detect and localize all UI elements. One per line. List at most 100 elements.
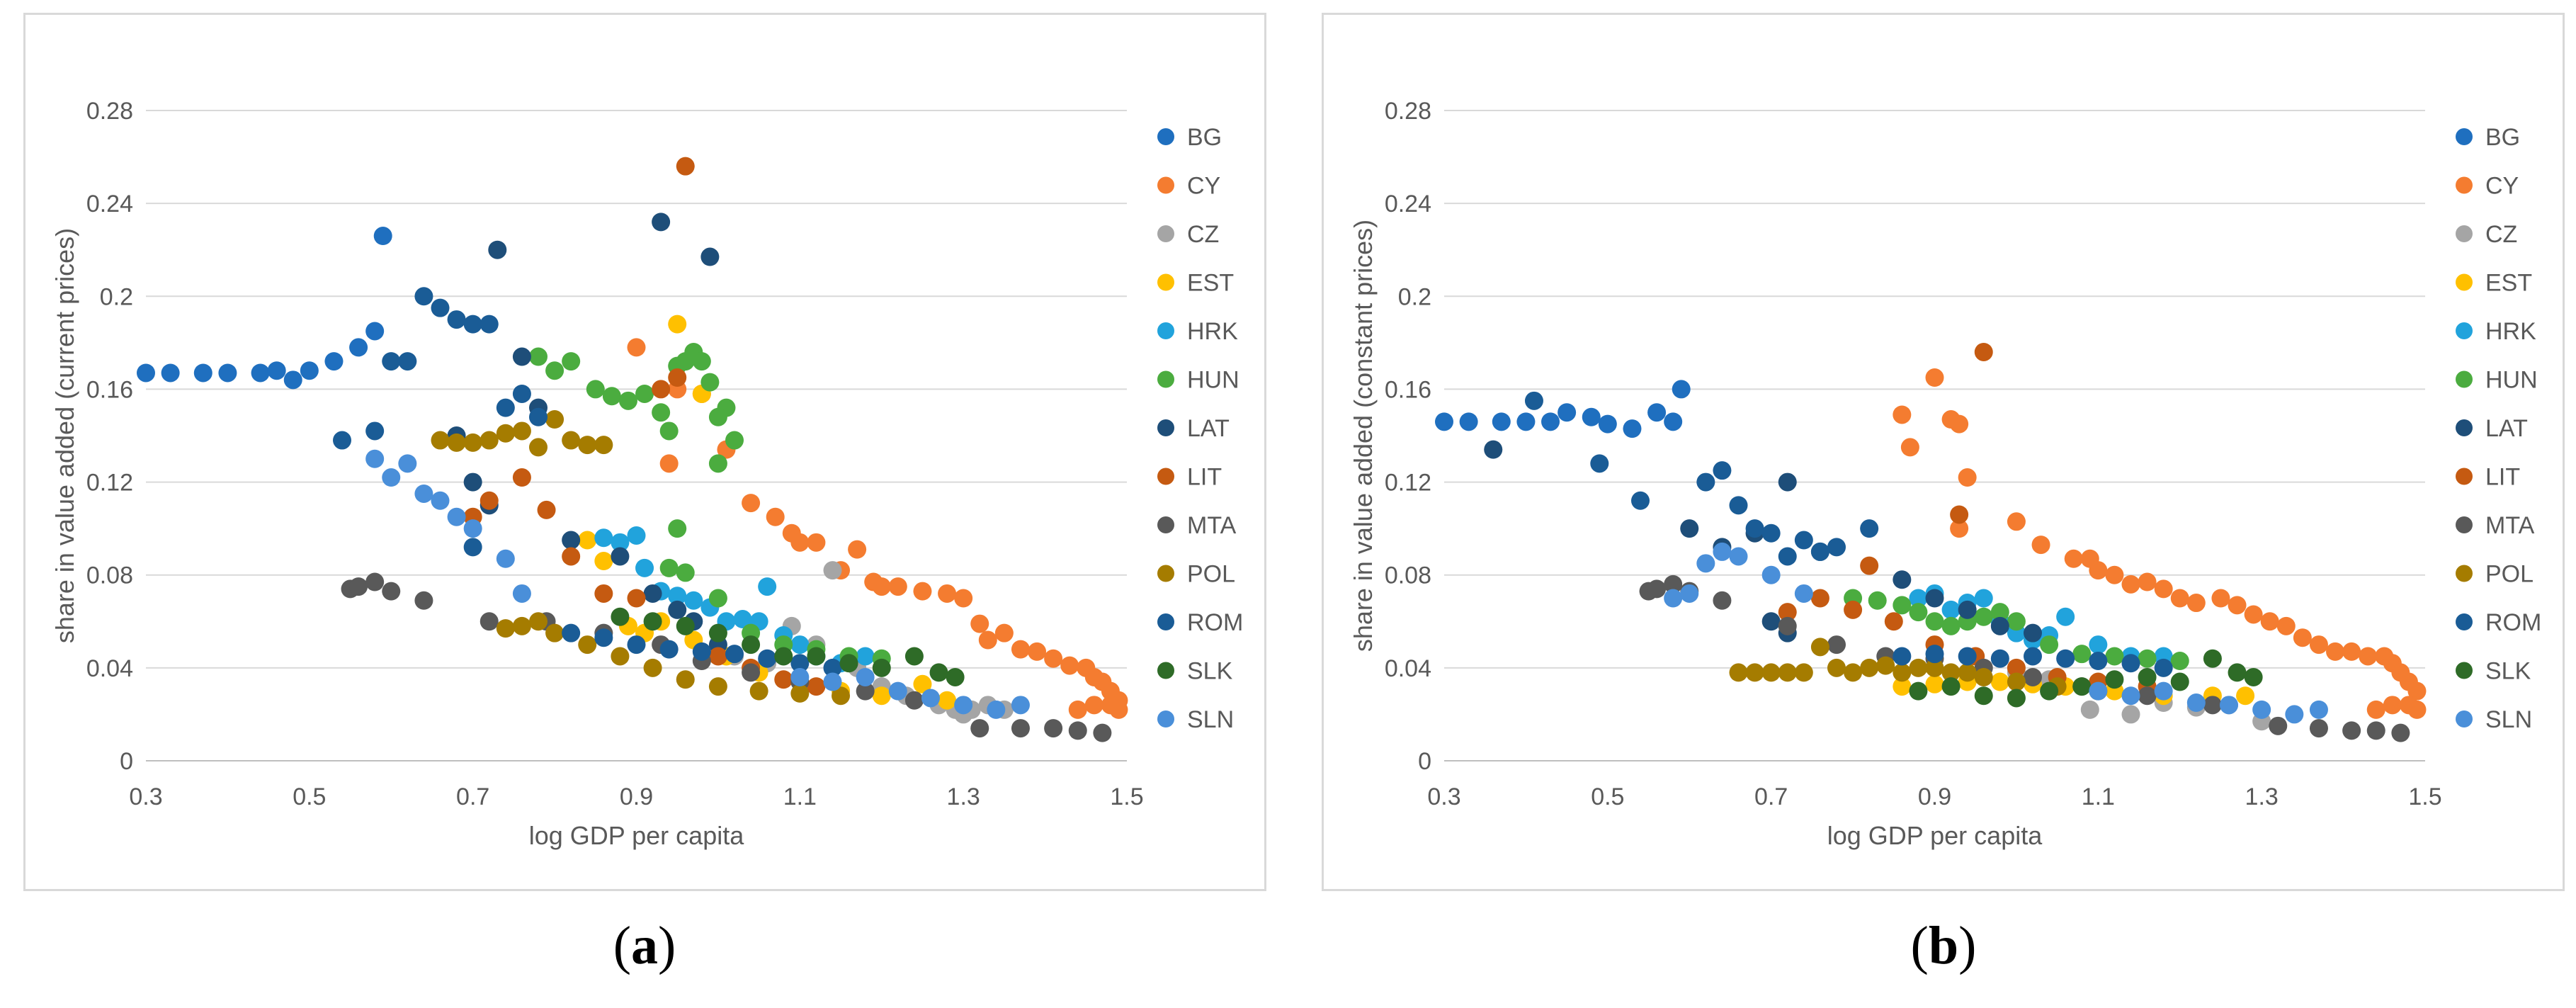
- data-point: [161, 363, 180, 383]
- data-point: [2040, 681, 2059, 701]
- data-point: [1044, 649, 1063, 668]
- chart-panel-b: 0 0.04 0.08 0.12 0.16 0.2 0.24 0.28 0.3 0.5 0.7 0.9…: [1322, 13, 2565, 891]
- data-point: [283, 370, 302, 390]
- legend-marker-est: [1157, 273, 1174, 291]
- data-point: [749, 681, 768, 701]
- data-point: [2228, 596, 2247, 615]
- data-point: [2359, 647, 2378, 666]
- data-point: [537, 500, 556, 519]
- data-point: [627, 635, 646, 655]
- data-point: [562, 623, 581, 642]
- data-point: [2105, 565, 2124, 584]
- data-point: [1623, 419, 1642, 438]
- data-point: [2203, 649, 2222, 668]
- data-point: [562, 531, 581, 550]
- data-point: [1810, 638, 1829, 657]
- data-point: [848, 540, 867, 559]
- data-point: [659, 640, 679, 659]
- data-point: [414, 591, 433, 610]
- legend-marker-slk: [1157, 662, 1174, 679]
- data-point: [586, 380, 605, 399]
- data-point: [611, 547, 630, 566]
- caption-a: (a): [574, 915, 715, 977]
- y-tick-label: 0.28: [1385, 98, 1431, 125]
- data-point: [447, 310, 466, 329]
- data-point: [676, 157, 695, 176]
- legend-label-hrk: HRK: [2485, 318, 2536, 345]
- x-tick-label: 1.3: [2245, 783, 2279, 810]
- data-point: [774, 670, 793, 689]
- data-point: [684, 591, 703, 610]
- data-point: [2121, 705, 2140, 724]
- data-point: [2007, 612, 2026, 631]
- data-point: [668, 315, 687, 334]
- x-tick-label: 0.7: [456, 783, 489, 810]
- data-point: [2236, 686, 2255, 706]
- data-point: [602, 387, 621, 406]
- data-point: [970, 719, 989, 738]
- data-point: [611, 647, 630, 666]
- data-point: [2089, 561, 2108, 580]
- data-point: [856, 681, 875, 701]
- data-point: [512, 468, 531, 487]
- data-point: [365, 322, 385, 341]
- legend-label-est: EST: [1187, 270, 1234, 297]
- data-point: [611, 533, 630, 552]
- data-point: [2024, 647, 2042, 666]
- caption-b-letter: b: [1928, 916, 1959, 975]
- data-point: [1925, 674, 1944, 693]
- data-point: [807, 677, 826, 696]
- data-point: [382, 352, 401, 371]
- data-point: [2089, 635, 2108, 655]
- data-point: [1696, 554, 1715, 573]
- data-point: [463, 433, 482, 452]
- data-point: [2407, 681, 2427, 701]
- data-point: [832, 686, 851, 706]
- data-point: [970, 614, 989, 633]
- data-point: [742, 635, 761, 655]
- data-point: [578, 635, 597, 655]
- data-point: [1950, 414, 1969, 434]
- legend-marker-bg: [2456, 128, 2473, 145]
- data-point: [1060, 656, 1079, 675]
- x-tick-label: 0.3: [1427, 783, 1460, 810]
- chart-panel-a: 0 0.04 0.08 0.12 0.16 0.2 0.24 0.28 0.3 0.5 0.7 0.9…: [23, 13, 1266, 891]
- data-point: [1524, 391, 1543, 410]
- data-point: [496, 424, 515, 443]
- legend-label-mta: MTA: [2485, 512, 2535, 539]
- data-point: [1516, 412, 1536, 431]
- data-point: [978, 630, 997, 650]
- data-point: [946, 667, 965, 686]
- data-point: [2138, 572, 2157, 591]
- data-point: [1794, 531, 1813, 550]
- x-tick-label: 0.9: [1918, 783, 1951, 810]
- data-point: [888, 577, 907, 596]
- data-point: [1958, 468, 1977, 487]
- data-point: [463, 472, 482, 492]
- y-tick-label: 0.24: [1385, 191, 1431, 217]
- legend-label-lit: LIT: [1187, 464, 1222, 491]
- data-point: [627, 589, 646, 608]
- y-tick-label: 0.04: [86, 655, 133, 682]
- data-point: [913, 582, 932, 601]
- series-slk: [1909, 649, 2263, 708]
- data-point: [431, 431, 450, 450]
- legend-marker-hun: [1157, 370, 1174, 388]
- data-point: [987, 700, 1006, 719]
- x-tick-label: 1.1: [2082, 783, 2115, 810]
- data-point: [790, 635, 810, 655]
- data-point: [218, 363, 237, 383]
- x-axis-title: log GDP per capita: [529, 821, 744, 850]
- data-point: [2260, 612, 2279, 631]
- data-point: [2056, 607, 2075, 626]
- data-point: [1893, 405, 1912, 424]
- x-tick-label: 1.3: [947, 783, 980, 810]
- data-point: [365, 449, 385, 468]
- data-point: [267, 361, 286, 380]
- data-point: [2105, 670, 2124, 689]
- data-point: [742, 494, 761, 513]
- data-point: [2121, 574, 2140, 594]
- data-point: [668, 600, 687, 619]
- data-point: [708, 407, 727, 426]
- data-point: [2276, 616, 2296, 635]
